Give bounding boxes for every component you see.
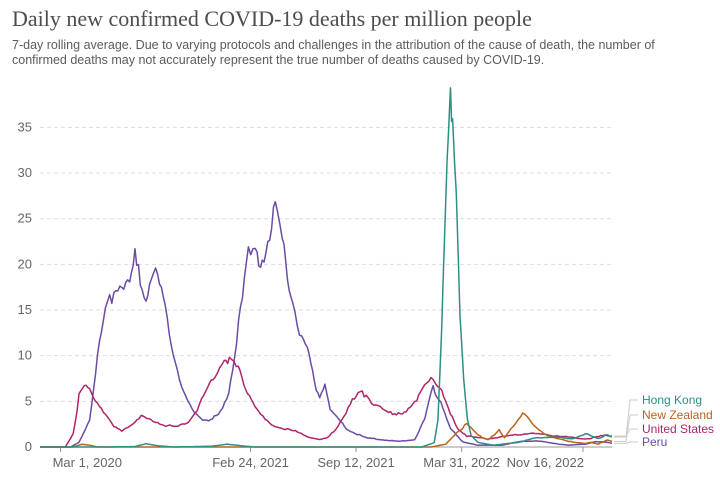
x-tick-label: Nov 16, 2022 — [507, 455, 584, 470]
y-tick-label: 0 — [25, 439, 32, 454]
series-line-united-states — [40, 356, 613, 448]
x-tick-label: Sep 12, 2021 — [317, 455, 394, 470]
y-tick-label: 20 — [18, 256, 32, 271]
y-axis-ticks: 0 5 10 15 20 25 30 35 — [18, 119, 32, 454]
y-tick-label: 30 — [18, 165, 32, 180]
legend-connector — [614, 428, 638, 437]
gridlines — [40, 126, 612, 448]
y-tick-label: 15 — [18, 302, 32, 317]
legend-connector — [614, 399, 638, 438]
x-tick-label: Mar 1, 2020 — [53, 455, 122, 470]
series-line-peru — [40, 201, 613, 448]
legend-label: New Zealand — [642, 408, 713, 422]
legend-label: United States — [642, 422, 714, 436]
series-line-hong-kong — [40, 87, 613, 448]
series-lines — [40, 87, 613, 448]
x-tick-label: Feb 24, 2021 — [212, 455, 289, 470]
legend-connector — [614, 441, 638, 444]
legend-label: Peru — [642, 435, 667, 449]
legend-label: Hong Kong — [642, 393, 702, 407]
chart-title: Daily new confirmed COVID-19 deaths per … — [12, 6, 532, 31]
x-tick-label: Mar 31, 2022 — [423, 455, 500, 470]
legend-connector — [614, 414, 638, 443]
y-tick-label: 35 — [18, 119, 32, 134]
x-axis-ticks: Mar 1, 2020 Feb 24, 2021 Sep 12, 2021 Mar 3… — [53, 447, 584, 470]
y-tick-label: 5 — [25, 393, 32, 408]
y-tick-label: 25 — [18, 211, 32, 226]
chart-subtitle: 7-day rolling average. Due to varying pr… — [12, 38, 655, 67]
y-tick-label: 10 — [18, 348, 32, 363]
